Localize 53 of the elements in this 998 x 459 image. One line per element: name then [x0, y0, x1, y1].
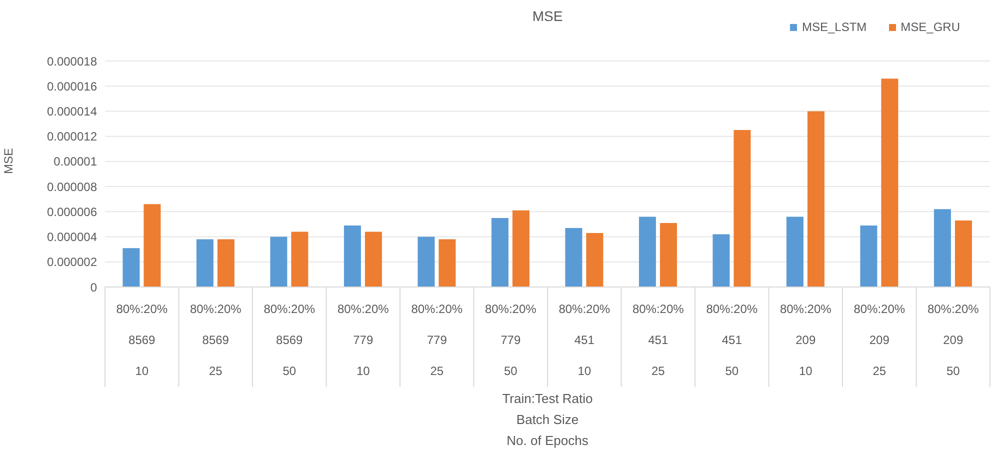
- text: Batch Size: [516, 412, 579, 427]
- chart-title: MSE: [532, 8, 563, 24]
- bar: [344, 225, 361, 287]
- bar: [217, 239, 234, 287]
- category-label: 80%:20% 8569 10: [116, 302, 168, 378]
- category-label: 80%:20% 209 10: [780, 302, 832, 378]
- category-label: 80%:20% 209 50: [927, 302, 979, 378]
- category-label: 80%:20% 779 10: [337, 302, 389, 378]
- category-label: 80%:20% 779 25: [411, 302, 463, 378]
- y-axis-title: MSE: [1, 148, 16, 174]
- legend-label: MSE_LSTM: [800, 20, 867, 34]
- category-label: 80%:20% 451 25: [632, 302, 684, 378]
- y-tick-label: 0.000004: [46, 230, 98, 244]
- y-tick-label: 0.000018: [46, 54, 98, 68]
- y-tick-label: 0.000008: [46, 180, 98, 194]
- bar: [122, 248, 140, 287]
- y-tick-label: 0.00001: [54, 154, 98, 169]
- category-label: 80%:20% 209 25: [854, 302, 906, 378]
- y-tick-label: 0.000002: [46, 255, 98, 270]
- bar: [638, 216, 656, 287]
- bar: [565, 228, 582, 287]
- bar: [934, 209, 951, 287]
- y-tick-label: 0.000014: [46, 104, 98, 118]
- category-label: 80%:20% 8569 50: [264, 302, 316, 378]
- category-label: 80%:20% 451 50: [706, 302, 758, 378]
- bar: [881, 78, 898, 287]
- category-label: 80%:20% 779 50: [484, 302, 536, 378]
- bar: [270, 236, 288, 287]
- bar: [418, 236, 435, 287]
- legend-label: MSE_GRU: [900, 20, 960, 34]
- bar: [660, 222, 677, 287]
- y-tick-label: 0: [90, 280, 98, 294]
- bar: [491, 218, 508, 287]
- bar: [512, 210, 530, 287]
- text: Train:Test Ratio: [502, 391, 593, 406]
- bar: [196, 239, 214, 287]
- bar: [807, 111, 824, 287]
- y-tick-label: 0.000012: [46, 130, 98, 144]
- bar: [586, 233, 604, 287]
- bar: [786, 216, 804, 287]
- bar: [364, 232, 382, 287]
- bar: [712, 234, 730, 287]
- bar: [438, 239, 456, 287]
- bar: [144, 204, 161, 287]
- y-tick-label: 0.000006: [46, 204, 98, 219]
- bar: [860, 225, 878, 287]
- category-label: 80%:20% 8569 25: [190, 302, 242, 378]
- category-label: 80%:20% 451 10: [558, 302, 610, 378]
- bar: [954, 220, 972, 287]
- bar: [291, 232, 308, 287]
- text: No. of Epochs: [506, 433, 589, 448]
- bar: [734, 130, 751, 287]
- y-tick-label: 0.000016: [46, 79, 98, 94]
